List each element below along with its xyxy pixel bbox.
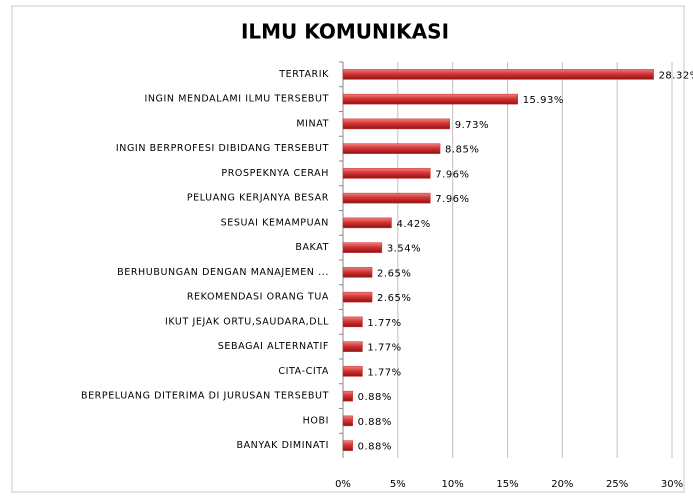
data-label: 7.96% xyxy=(435,169,469,180)
bar xyxy=(342,316,363,328)
bar xyxy=(342,341,363,352)
y-tick-label: SESUAI KEMAMPUAN xyxy=(221,217,329,228)
bar xyxy=(342,69,654,80)
y-tick-label: INGIN BERPROFESI DIBIDANG TERSEBUT xyxy=(116,143,329,154)
bar xyxy=(342,415,353,427)
data-label: 15.93% xyxy=(523,95,564,106)
x-tick-label: 20% xyxy=(551,479,573,490)
bar xyxy=(342,242,383,253)
x-tick-label: 30% xyxy=(661,479,683,490)
data-label: 8.85% xyxy=(445,145,479,156)
data-label: 1.77% xyxy=(367,318,401,329)
x-tick-label: 10% xyxy=(442,479,464,490)
data-label: 2.65% xyxy=(377,268,411,279)
bar xyxy=(342,118,450,130)
data-label: 0.88% xyxy=(358,442,392,453)
y-tick-label: BERPELUANG DITERIMA DI JURUSAN TERSEBUT xyxy=(81,391,329,402)
y-tick-label: IKUT JEJAK ORTU,SAUDARA,DLL xyxy=(165,316,329,327)
bar xyxy=(342,143,441,154)
data-label: 0.88% xyxy=(358,392,392,403)
bar xyxy=(342,267,373,278)
y-tick-label: PROSPEKNYA CERAH xyxy=(221,168,329,179)
y-tick-label: BANYAK DIMINATI xyxy=(236,440,329,451)
y-tick-label: SEBAGAI ALTERNATIF xyxy=(218,341,329,352)
data-label: 9.73% xyxy=(455,120,489,131)
x-tick-label: 0% xyxy=(335,479,351,490)
data-label: 4.42% xyxy=(396,219,430,230)
y-tick-label: BERHUBUNGAN DENGAN MANAJEMEN ... xyxy=(117,267,329,278)
y-tick-label: MINAT xyxy=(296,118,329,129)
bar xyxy=(342,291,373,303)
y-tick-label: HOBI xyxy=(303,415,329,426)
x-tick-label: 15% xyxy=(496,479,518,490)
data-label: 1.77% xyxy=(367,343,401,354)
x-tick-label: 5% xyxy=(390,479,406,490)
data-label: 28.32% xyxy=(659,70,693,81)
y-tick-label: INGIN MENDALAMI ILMU TERSEBUT xyxy=(144,94,329,105)
bar xyxy=(342,440,353,451)
y-tick-label: PELUANG KERJANYA BESAR xyxy=(187,193,329,204)
x-tick-label: 25% xyxy=(606,479,628,490)
bar xyxy=(342,168,431,179)
data-label: 3.54% xyxy=(387,244,421,255)
data-label: 2.65% xyxy=(377,293,411,304)
y-tick-label: REKOMENDASI ORANG TUA xyxy=(187,292,329,303)
y-tick-label: TERTARIK xyxy=(278,69,329,80)
bar xyxy=(342,366,363,377)
y-tick-label: CITA-CITA xyxy=(278,366,329,377)
bar xyxy=(342,217,392,229)
data-label: 0.88% xyxy=(358,417,392,428)
bar xyxy=(342,390,353,402)
chart-title: ILMU KOMUNIKASI xyxy=(241,20,449,44)
y-tick-label: BAKAT xyxy=(295,242,329,253)
data-label: 7.96% xyxy=(435,194,469,205)
bar xyxy=(342,93,518,105)
bar xyxy=(342,192,431,204)
data-label: 1.77% xyxy=(367,367,401,378)
